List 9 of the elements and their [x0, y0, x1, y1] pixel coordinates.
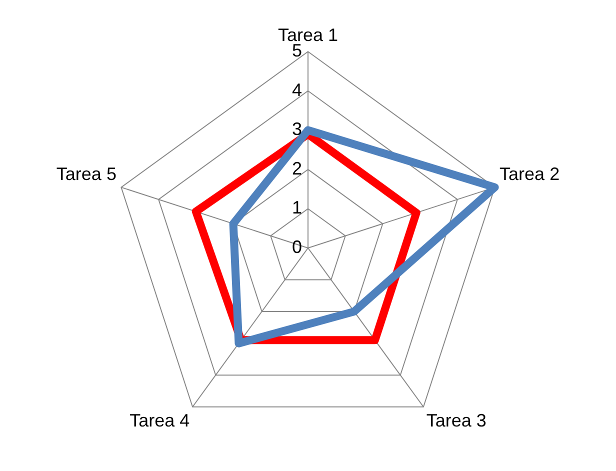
- y-tick-label: 1: [292, 198, 302, 218]
- spoke-label: Tarea 4: [130, 410, 190, 431]
- spoke-label: Tarea 3: [426, 410, 486, 431]
- y-tick-label: 3: [292, 119, 302, 140]
- spoke-label: Tarea 2: [500, 164, 560, 184]
- y-tick-label: 0: [292, 236, 302, 257]
- y-tick-label: 4: [292, 80, 302, 100]
- spoke-label: Tarea 5: [56, 164, 116, 184]
- y-tick-label: 2: [292, 158, 302, 178]
